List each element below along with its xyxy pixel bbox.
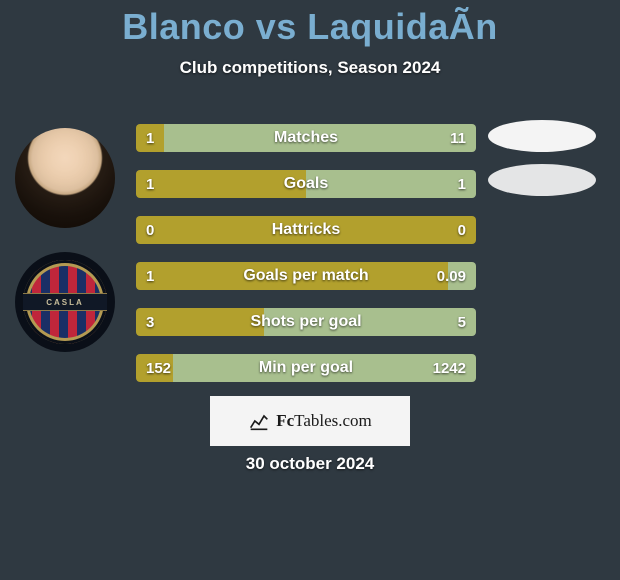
bar-left-segment xyxy=(136,308,264,336)
bar-right-segment xyxy=(306,170,476,198)
branding-prefix: Fc xyxy=(276,411,294,430)
bar-left-segment xyxy=(136,354,173,382)
bar-left-segment xyxy=(136,170,306,198)
side-ellipse xyxy=(488,120,596,152)
stat-row: Min per goal1521242 xyxy=(136,354,476,382)
stat-row: Goals11 xyxy=(136,170,476,198)
player-avatar xyxy=(15,128,115,228)
right-ellipses xyxy=(488,120,608,208)
stat-bars: Matches111 Goals11 Hattricks00 Goals per ma… xyxy=(136,124,476,400)
comparison-infographic: Blanco vs LaquidaÃ­n Club competitions, … xyxy=(0,0,620,580)
stat-row: Matches111 xyxy=(136,124,476,152)
bar-fill xyxy=(136,216,476,244)
crest-band: CASLA xyxy=(23,293,107,311)
stat-row: Hattricks00 xyxy=(136,216,476,244)
bar-fill xyxy=(136,308,476,336)
bar-right-segment xyxy=(264,308,477,336)
chart-icon xyxy=(248,410,270,432)
bar-left-segment xyxy=(136,124,164,152)
bar-right-segment xyxy=(173,354,476,382)
page-title: Blanco vs LaquidaÃ­n xyxy=(0,0,620,48)
bar-fill xyxy=(136,124,476,152)
date-line: 30 october 2024 xyxy=(0,454,620,474)
bar-right-segment xyxy=(448,262,476,290)
branding-suffix: .com xyxy=(338,411,372,430)
stat-row: Shots per goal35 xyxy=(136,308,476,336)
bar-fill xyxy=(136,262,476,290)
bar-fill xyxy=(136,354,476,382)
stat-row: Goals per match10.09 xyxy=(136,262,476,290)
branding-main: Tables xyxy=(294,411,338,430)
chart-icon-svg xyxy=(249,411,269,431)
side-ellipse xyxy=(488,164,596,196)
avatar-column: CASLA xyxy=(10,120,120,376)
page-subtitle: Club competitions, Season 2024 xyxy=(0,58,620,78)
branding-text: FcTables.com xyxy=(276,411,372,431)
club-crest: CASLA xyxy=(15,252,115,352)
bar-left-segment xyxy=(136,262,448,290)
bar-right-segment xyxy=(164,124,476,152)
bar-fill xyxy=(136,170,476,198)
branding-badge: FcTables.com xyxy=(210,396,410,446)
bar-left-segment xyxy=(136,216,476,244)
